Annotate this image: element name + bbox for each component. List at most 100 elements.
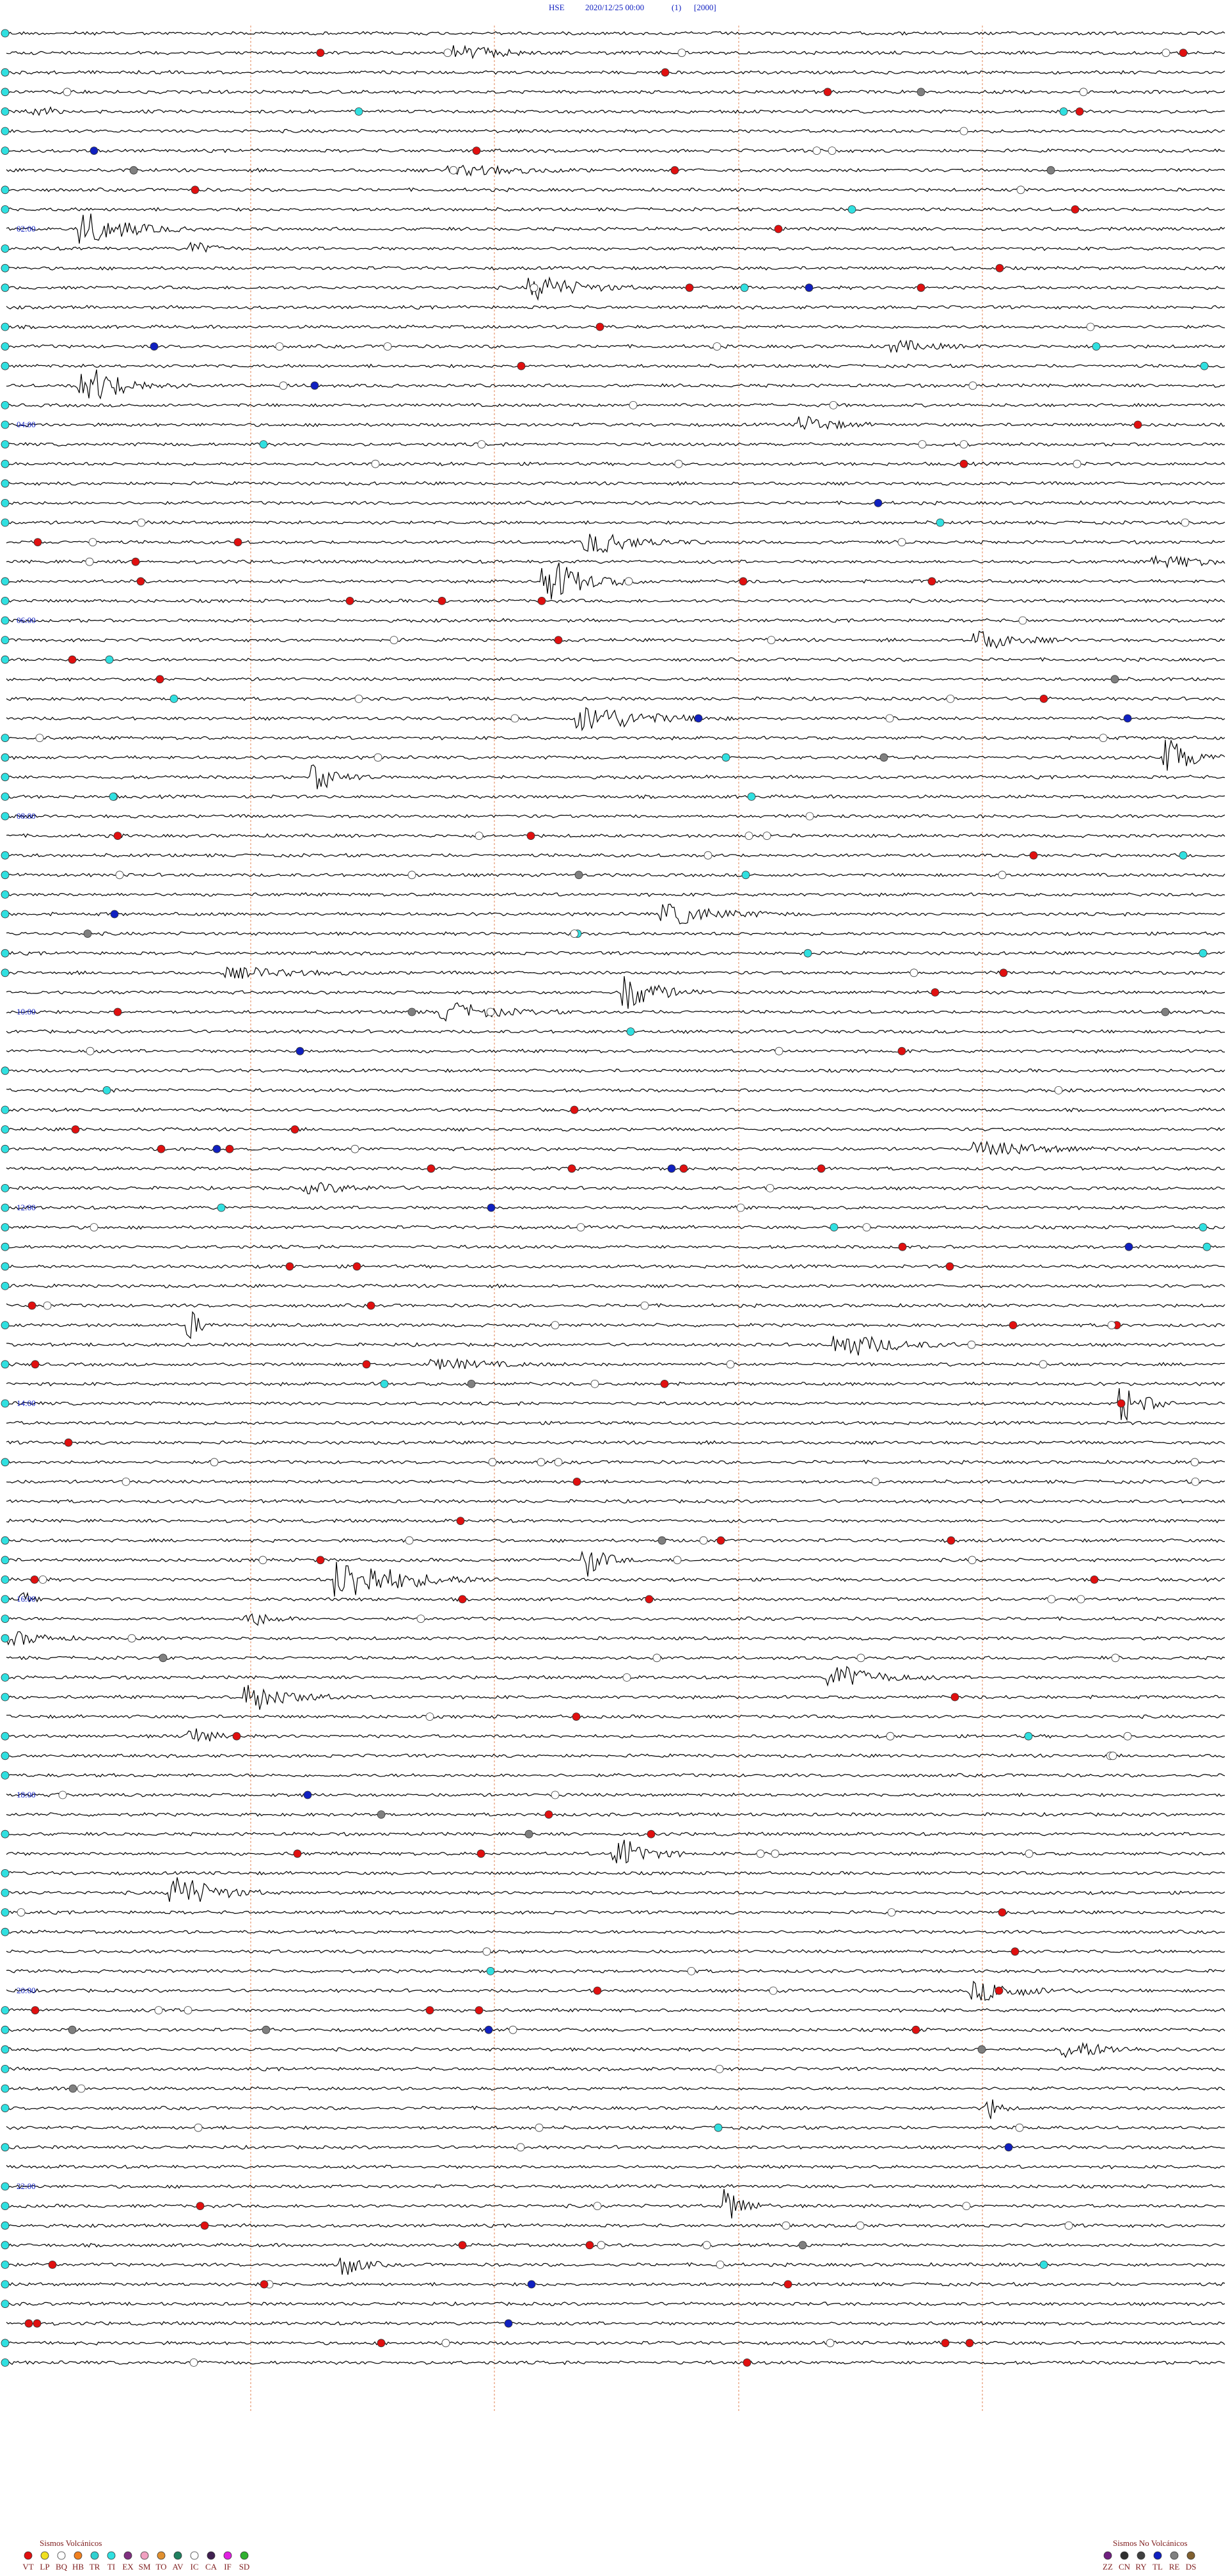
trace (6, 1264, 1225, 1269)
event-marker (585, 2241, 594, 2250)
event-marker (122, 1477, 130, 1486)
trace (6, 735, 1225, 741)
event-marker (661, 68, 670, 77)
trace (6, 2321, 1225, 2326)
event-marker (416, 1615, 425, 1624)
event-marker (856, 2221, 865, 2230)
time-label: 10:00 (17, 1007, 36, 1016)
cursor-marker (1, 342, 10, 351)
trace (6, 1336, 1225, 1356)
trace (6, 1381, 1225, 1387)
event-marker (657, 1536, 666, 1545)
event-marker (1075, 107, 1084, 116)
event-marker (1199, 949, 1208, 958)
event-marker (383, 342, 392, 351)
event-marker (645, 1595, 654, 1604)
event-marker (169, 695, 178, 703)
event-marker (823, 88, 832, 97)
event-marker (887, 1908, 896, 1917)
cursor-marker (1, 283, 10, 292)
event-marker (670, 166, 679, 175)
event-marker (1039, 695, 1048, 703)
cursor-marker (1, 401, 10, 409)
cursor-marker (1, 773, 10, 782)
event-marker (595, 322, 604, 331)
event-marker (736, 1203, 745, 1212)
cursor-marker (1, 577, 10, 586)
event-marker (1076, 1595, 1085, 1604)
event-marker (1107, 1321, 1116, 1330)
event-marker (716, 2260, 725, 2269)
event-marker (959, 127, 968, 136)
datetime: 2020/12/25 00:00 (585, 3, 644, 12)
cursor-marker (1, 88, 10, 97)
event-marker (968, 381, 977, 390)
legend-swatch (207, 2551, 216, 2560)
legend-code: AV (172, 2562, 184, 2572)
cursor-marker (1, 499, 10, 507)
time-label: 20:00 (17, 1986, 36, 1995)
trace (6, 1068, 1225, 1073)
trace (6, 1685, 1225, 1710)
event-marker (194, 2123, 203, 2132)
event-marker (574, 871, 583, 880)
legend-swatch (107, 2551, 116, 2560)
trace (6, 1440, 1225, 1445)
cursor-marker (1, 1634, 10, 1643)
event-marker (1054, 1086, 1063, 1094)
trace (6, 1666, 1225, 1687)
trace (6, 1655, 1225, 1661)
trace (6, 794, 1225, 800)
cursor-marker (1, 1615, 10, 1624)
legend-swatch (24, 2551, 33, 2560)
event-marker (1039, 2260, 1048, 2269)
cursor-marker (1, 2025, 10, 2034)
event-marker (504, 2319, 513, 2328)
event-marker (918, 440, 927, 448)
event-marker (1110, 675, 1119, 684)
time-label: 16:00 (17, 1594, 36, 1604)
event-marker (225, 1144, 234, 1153)
cursor-marker (1, 2339, 10, 2348)
trace (6, 31, 1225, 36)
gain: [2000] (694, 3, 716, 12)
trace (6, 1840, 1225, 1864)
event-marker (155, 675, 164, 684)
event-marker (1191, 1477, 1200, 1486)
cursor-marker (1, 205, 10, 214)
event-marker (783, 2280, 792, 2289)
event-marker (184, 2006, 193, 2015)
cursor-marker (1, 1184, 10, 1192)
event-marker (1025, 1849, 1034, 1858)
event-marker (652, 1654, 661, 1663)
event-marker (456, 1517, 465, 1526)
trace (6, 2243, 1225, 2248)
event-marker (105, 655, 114, 664)
cursor-marker (1, 459, 10, 468)
time-label: 22:00 (17, 2181, 36, 2191)
event-marker (1039, 1360, 1048, 1369)
time-label: 12:00 (17, 1203, 36, 1212)
event-marker (660, 1379, 669, 1388)
event-marker (1073, 459, 1082, 468)
event-marker (885, 714, 894, 723)
trace (6, 1550, 1225, 1577)
legend-swatch (1103, 2551, 1112, 2560)
event-marker (43, 1301, 52, 1310)
event-marker (115, 871, 124, 880)
event-marker (127, 1634, 136, 1643)
event-marker (475, 832, 484, 840)
event-marker (817, 1164, 826, 1173)
trace (6, 1831, 1225, 1837)
cursor-marker (1, 1751, 10, 1760)
event-marker (567, 1164, 576, 1173)
event-marker (862, 1223, 871, 1231)
event-marker (407, 1007, 416, 1016)
event-marker (999, 968, 1008, 977)
trace (6, 1518, 1225, 1524)
event-marker (687, 1966, 696, 1975)
event-marker (530, 283, 539, 292)
event-marker (476, 1849, 485, 1858)
trace (6, 265, 1225, 271)
trace (6, 1499, 1225, 1504)
